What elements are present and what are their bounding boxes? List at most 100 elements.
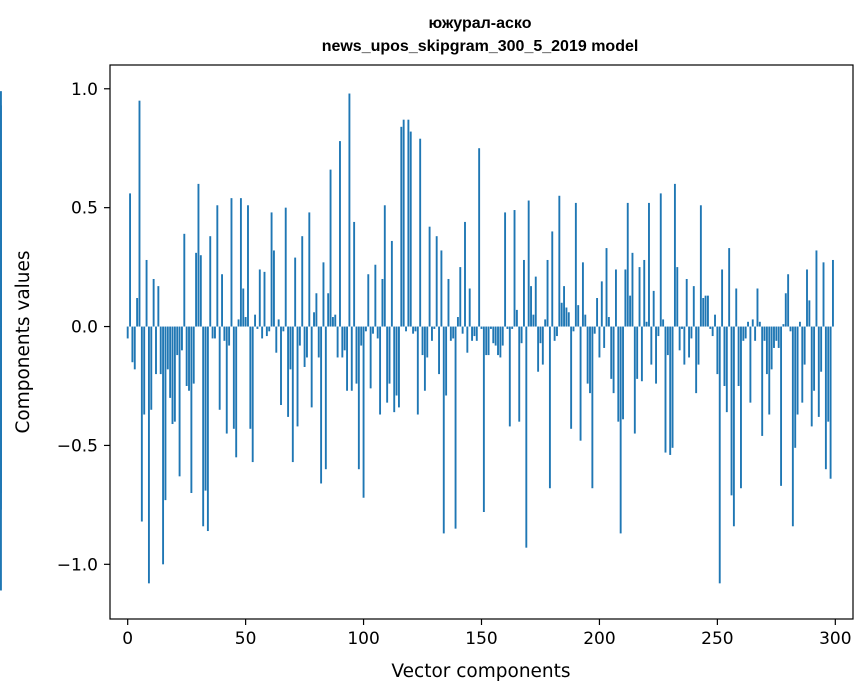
bar-49 bbox=[242, 288, 245, 327]
bar-251 bbox=[718, 326, 721, 584]
bar-258 bbox=[735, 288, 738, 327]
bar-287 bbox=[803, 326, 806, 365]
bar-115 bbox=[398, 326, 400, 408]
bar-121 bbox=[412, 326, 415, 334]
bar-120 bbox=[409, 131, 412, 327]
bar-242 bbox=[697, 326, 700, 365]
bar-114 bbox=[395, 326, 398, 396]
bar-145 bbox=[468, 288, 471, 327]
bar-0 bbox=[126, 326, 129, 339]
bar-267 bbox=[756, 288, 759, 327]
bar-23 bbox=[181, 326, 183, 351]
bar-12 bbox=[155, 326, 157, 375]
bar-130 bbox=[433, 326, 436, 329]
bar-190 bbox=[574, 202, 577, 327]
bar-101 bbox=[364, 326, 367, 332]
bar-127 bbox=[426, 326, 429, 358]
bar-277 bbox=[780, 326, 783, 486]
bar-227 bbox=[662, 319, 665, 327]
bar-79 bbox=[313, 312, 315, 327]
bar-66 bbox=[282, 326, 285, 332]
bar-56 bbox=[258, 269, 261, 327]
bar-241 bbox=[695, 326, 698, 394]
bar-236 bbox=[683, 326, 686, 365]
bar-160 bbox=[504, 212, 507, 327]
bar-92 bbox=[343, 326, 346, 351]
bar-188 bbox=[570, 326, 573, 429]
bar-141 bbox=[459, 267, 462, 327]
bar-105 bbox=[374, 264, 377, 327]
bar-193 bbox=[581, 262, 584, 327]
bar-183 bbox=[558, 195, 561, 327]
bar-249 bbox=[714, 314, 716, 327]
bar-102 bbox=[367, 274, 370, 327]
bar-39 bbox=[218, 326, 221, 410]
bar-46 bbox=[235, 326, 238, 458]
bar-158 bbox=[499, 326, 502, 358]
bar-148 bbox=[475, 326, 478, 341]
bar-222 bbox=[650, 326, 653, 365]
bar-112 bbox=[390, 240, 393, 327]
bar-182 bbox=[556, 326, 558, 337]
bar-180 bbox=[551, 231, 554, 327]
bar-50 bbox=[244, 317, 247, 327]
bar-37 bbox=[214, 326, 216, 339]
bar-255 bbox=[728, 248, 731, 327]
bar-167 bbox=[520, 326, 523, 344]
bar-181 bbox=[553, 326, 556, 341]
bar-245 bbox=[704, 295, 707, 327]
x-tick-label: 50 bbox=[235, 629, 257, 649]
bar-94 bbox=[348, 93, 351, 327]
bar-147 bbox=[473, 326, 476, 337]
bar-230 bbox=[669, 326, 672, 455]
bar-162 bbox=[508, 326, 511, 427]
bar-144 bbox=[466, 326, 469, 353]
bar-73 bbox=[298, 326, 301, 346]
bar-41 bbox=[223, 326, 226, 341]
bar-272 bbox=[768, 326, 771, 415]
bar-84 bbox=[324, 326, 327, 470]
x-tick-label: 300 bbox=[819, 629, 851, 649]
bar-292 bbox=[815, 250, 818, 327]
bar-61 bbox=[270, 212, 273, 327]
bar-48 bbox=[239, 198, 242, 327]
bar-60 bbox=[268, 326, 271, 332]
bar-96 bbox=[353, 221, 356, 327]
y-tick-label: −1.0 bbox=[57, 555, 98, 575]
bar-202 bbox=[603, 326, 606, 348]
bar-109 bbox=[383, 205, 386, 327]
bar-123 bbox=[416, 326, 419, 415]
bar-34 bbox=[206, 326, 209, 532]
bar-131 bbox=[435, 236, 438, 327]
x-tick-label: 0 bbox=[122, 629, 133, 649]
bar-228 bbox=[664, 326, 667, 453]
bar-247 bbox=[709, 326, 712, 329]
bar-203 bbox=[605, 248, 608, 327]
bar-10 bbox=[150, 326, 153, 410]
bar-81 bbox=[317, 326, 320, 358]
bar-134 bbox=[442, 326, 445, 534]
bar-55 bbox=[256, 326, 259, 329]
bar-74 bbox=[301, 236, 304, 327]
bar-111 bbox=[388, 326, 391, 384]
bar-157 bbox=[497, 326, 499, 356]
bar-135 bbox=[445, 326, 448, 396]
bar-58 bbox=[263, 271, 266, 327]
bar-170 bbox=[527, 200, 530, 327]
bar-43 bbox=[228, 326, 231, 346]
bar-140 bbox=[456, 317, 459, 327]
bar-273 bbox=[770, 326, 773, 370]
bar-86 bbox=[329, 169, 332, 327]
y-tick-label: 0.0 bbox=[71, 318, 98, 338]
bar-33 bbox=[204, 326, 207, 491]
bar-35 bbox=[209, 236, 212, 327]
bar-221 bbox=[648, 202, 650, 327]
bar-233 bbox=[676, 267, 679, 327]
bar-70 bbox=[291, 326, 294, 463]
bar-104 bbox=[372, 326, 374, 334]
bar-40 bbox=[221, 274, 223, 327]
bar-219 bbox=[643, 259, 646, 327]
bar-2 bbox=[131, 326, 134, 363]
bar-259 bbox=[737, 326, 740, 386]
bar-26 bbox=[188, 326, 190, 391]
